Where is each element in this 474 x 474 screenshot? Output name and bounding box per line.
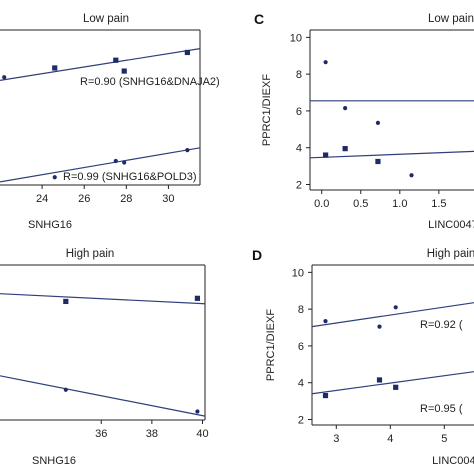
x-tick-label: 36 xyxy=(95,428,107,440)
x-tick-label: 24 xyxy=(36,193,48,205)
data-point-dot xyxy=(409,173,414,178)
data-point-dot xyxy=(343,106,348,111)
data-marks xyxy=(309,60,474,178)
data-point-square xyxy=(342,146,348,152)
data-point-square xyxy=(323,152,329,158)
y-axis-title: PPRC1/DIEXF xyxy=(261,74,273,146)
data-point-dot xyxy=(323,60,328,65)
annotation-r095: R=0.95 ( xyxy=(420,403,463,415)
x-axis-title: LINC00473 xyxy=(428,219,474,231)
y-tick-label: 6 xyxy=(298,341,304,353)
y-tick-label: 4 xyxy=(296,143,302,155)
y-tick-label: 2 xyxy=(298,414,304,426)
y-tick-label: 6 xyxy=(296,106,302,118)
fit-line-2 xyxy=(309,150,474,159)
y-tick-label: 8 xyxy=(296,69,302,81)
fit-line-2 xyxy=(0,147,201,183)
data-point-dot xyxy=(122,160,127,165)
x-tick-label: 4 xyxy=(387,433,393,445)
data-point-dot xyxy=(323,318,328,324)
data-point-square xyxy=(393,384,399,390)
annotation-pold3: R=0.99 (SNHG16&POLD3) xyxy=(63,171,197,183)
panel-c-low-pain-linc00473: C Low pain 0.0 0.5 1.0 1.5 2 4 6 8 10 PPRC1/DIE… xyxy=(254,11,474,231)
panel-title: Low pain xyxy=(428,13,474,25)
data-marks xyxy=(311,302,474,399)
data-point-square xyxy=(376,377,383,383)
data-point-dot xyxy=(195,409,200,414)
data-marks xyxy=(0,48,201,183)
data-point-dot xyxy=(52,175,57,180)
panel-d-high-pain-linc00473: D High pain 3 4 5 2 4 6 8 10 PPRC1/DIEXF LINC0… xyxy=(252,247,474,467)
y-tick-label: 4 xyxy=(298,378,304,390)
panel-high-pain-snhg16: High pain 36 38 40 SNHG16 xyxy=(0,248,209,467)
data-point-square xyxy=(194,295,201,301)
x-ticks: 3 4 5 xyxy=(333,425,447,445)
y-ticks: 2 4 6 8 10 xyxy=(292,267,312,426)
data-point-square xyxy=(63,298,69,305)
x-tick-label: 38 xyxy=(146,428,158,440)
x-tick-label: 1.5 xyxy=(431,198,446,210)
data-marks xyxy=(0,293,206,417)
x-tick-label: 1.0 xyxy=(392,198,407,210)
x-tick-label: 3 xyxy=(333,433,339,445)
x-tick-label: 5 xyxy=(441,433,447,445)
y-axis-title: PPRC1/DIEXF xyxy=(265,309,277,381)
y-tick-label: 8 xyxy=(298,304,304,316)
data-point-dot xyxy=(63,387,68,392)
x-axis-title: SNHG16 xyxy=(28,219,72,231)
data-point-dot xyxy=(113,158,118,164)
data-point-dot xyxy=(377,324,382,329)
data-point-square xyxy=(113,57,119,63)
x-tick-label: 40 xyxy=(196,428,208,440)
y-tick-label: 2 xyxy=(296,179,302,191)
data-point-square xyxy=(184,49,190,56)
data-point-square xyxy=(121,68,127,74)
annotation-r092: R=0.92 ( xyxy=(420,319,463,331)
y-tick-label: 10 xyxy=(290,32,302,44)
data-point-dot xyxy=(2,75,7,80)
data-point-square xyxy=(322,392,329,399)
y-ticks: 2 4 6 8 10 xyxy=(290,32,310,191)
fit-line-1 xyxy=(0,293,206,305)
panel-title: Low pain xyxy=(83,13,129,25)
x-tick-label: 0.5 xyxy=(353,198,368,210)
x-tick-label: 30 xyxy=(162,193,174,205)
panel-letter-d: D xyxy=(252,247,262,263)
data-point-dot xyxy=(185,148,190,153)
x-axis-title: SNHG16 xyxy=(32,455,76,467)
panel-low-pain-snhg16: Low pain 24 26 28 30 SNHG16 R=0.90 (SNHG16&… xyxy=(0,13,220,231)
data-point-dot xyxy=(375,120,381,125)
panel-title: High pain xyxy=(427,248,474,260)
fit-line-2 xyxy=(0,375,206,417)
x-ticks: 36 38 40 xyxy=(95,420,209,440)
data-point-dot xyxy=(393,305,398,310)
annotation-dnaja2: R=0.90 (SNHG16&DNAJA2) xyxy=(80,76,220,88)
x-axis-title: LINC00473 xyxy=(432,455,474,467)
fit-line-1 xyxy=(0,48,201,81)
fit-line-2 xyxy=(311,371,474,395)
data-point-square xyxy=(375,158,381,165)
panel-title: High pain xyxy=(66,248,115,260)
y-tick-label: 10 xyxy=(292,267,304,279)
x-tick-label: 28 xyxy=(120,193,132,205)
x-tick-label: 0.0 xyxy=(314,198,329,210)
x-ticks: 24 26 28 30 xyxy=(36,185,175,205)
panel-letter-c: C xyxy=(254,11,264,27)
x-ticks: 0.0 0.5 1.0 1.5 xyxy=(314,190,447,210)
x-tick-label: 26 xyxy=(78,193,90,205)
data-point-square xyxy=(52,65,58,71)
fit-line-1 xyxy=(311,302,474,328)
